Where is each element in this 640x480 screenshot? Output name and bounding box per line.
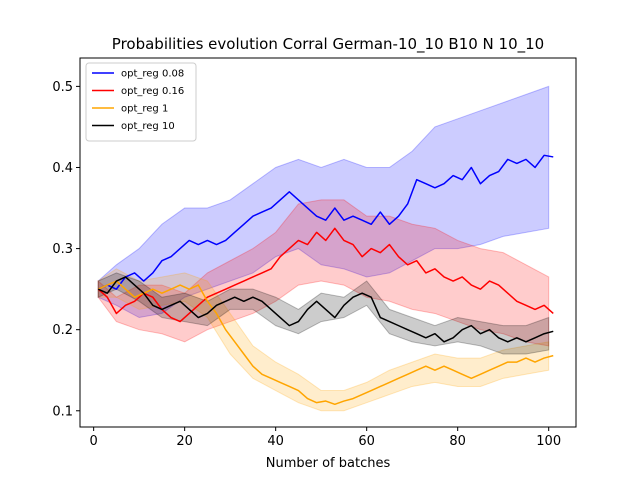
series-lines bbox=[97, 154, 554, 406]
band-opt-reg-0-16 bbox=[97, 199, 550, 347]
series-line-opt-reg-10 bbox=[97, 276, 554, 343]
legend: opt_reg 0.08 opt_reg 0.16 opt_reg 1 opt_reg… bbox=[85, 62, 197, 142]
y-tick-label: 0.1 bbox=[52, 404, 73, 419]
x-tick-label: 40 bbox=[267, 434, 284, 449]
y-tick-label: 0.5 bbox=[52, 80, 73, 95]
chart-title: Probabilities evolution Corral German-10… bbox=[112, 35, 544, 54]
series-line-opt-reg-0-08 bbox=[97, 154, 554, 290]
band-opt-reg-10 bbox=[97, 272, 550, 355]
legend-label-opt-reg-0-16: opt_reg 0.16 bbox=[121, 86, 184, 97]
y-tick-label: 0.2 bbox=[52, 323, 73, 338]
x-tick-label: 100 bbox=[536, 434, 561, 449]
x-tick-label: 80 bbox=[449, 434, 466, 449]
y-axis-ticks: 0.1 0.2 0.3 0.4 0.5 bbox=[52, 80, 80, 419]
y-tick-label: 0.3 bbox=[52, 242, 73, 257]
x-axis-label: Number of batches bbox=[266, 456, 391, 471]
series-line-opt-reg-0-16 bbox=[97, 227, 554, 323]
band-opt-reg-1 bbox=[97, 268, 550, 412]
x-tick-label: 20 bbox=[176, 434, 193, 449]
legend-label-opt-reg-10: opt_reg 10 bbox=[121, 121, 175, 132]
band-opt-reg-0-08 bbox=[97, 85, 550, 319]
series-line-opt-reg-1 bbox=[97, 280, 554, 406]
legend-label-opt-reg-1: opt_reg 1 bbox=[121, 104, 168, 115]
confidence-bands bbox=[97, 85, 550, 412]
plot-frame bbox=[79, 57, 577, 428]
y-tick-label: 0.4 bbox=[52, 161, 73, 176]
x-axis-ticks: 0 20 40 60 80 100 bbox=[90, 427, 561, 449]
x-tick-label: 0 bbox=[90, 434, 98, 449]
legend-box bbox=[85, 62, 197, 142]
x-tick-label: 60 bbox=[358, 434, 375, 449]
legend-label-opt-reg-0-08: opt_reg 0.08 bbox=[121, 69, 184, 80]
